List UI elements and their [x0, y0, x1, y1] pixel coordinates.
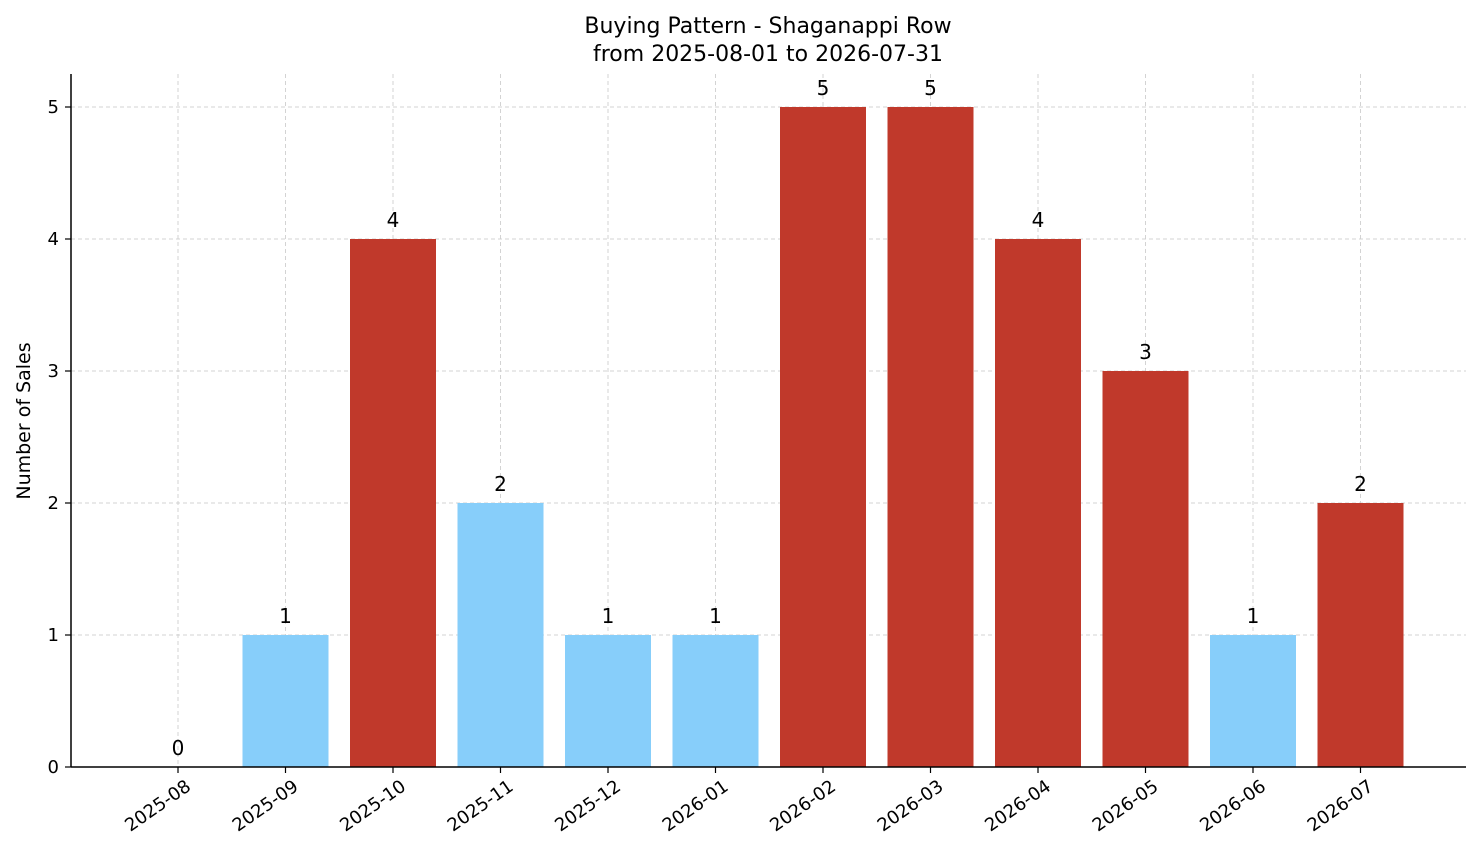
bar-value-label: 2: [1354, 472, 1367, 496]
x-tick-label: 2025-10: [336, 776, 410, 836]
bars: [242, 107, 1404, 767]
chart-subtitle: from 2025-08-01 to 2026-07-31: [593, 42, 943, 67]
x-tick-label: 2025-11: [444, 776, 518, 836]
bar-value-label: 1: [602, 604, 615, 628]
bar: [350, 239, 436, 767]
bar-value-label: 5: [924, 76, 937, 100]
axes: [65, 74, 1466, 773]
y-tick-label: 1: [48, 625, 59, 646]
x-tick-label: 2026-06: [1196, 776, 1270, 836]
bar: [457, 503, 544, 767]
x-tick-label: 2026-05: [1089, 776, 1163, 836]
chart-title: Buying Pattern - Shaganappi Row: [584, 14, 951, 39]
bar: [887, 107, 974, 767]
x-tick-label: 2026-01: [659, 776, 733, 836]
bar: [1102, 371, 1189, 767]
bar: [242, 635, 329, 767]
bar: [995, 239, 1081, 767]
bar: [672, 635, 759, 767]
bar: [780, 107, 866, 767]
bar: [1210, 635, 1296, 767]
x-tick-label: 2026-02: [766, 776, 840, 836]
x-tick-label: 2025-12: [551, 776, 625, 836]
bar-value-label: 4: [1032, 208, 1045, 232]
y-tick-label: 4: [48, 229, 59, 250]
bar-value-label: 1: [1247, 604, 1260, 628]
bar-value-label: 2: [494, 472, 507, 496]
x-tick-label: 2026-04: [981, 776, 1055, 836]
x-tick-label: 2025-08: [121, 776, 195, 836]
x-tick-label: 2026-03: [874, 776, 948, 836]
bar-value-label: 1: [279, 604, 292, 628]
x-tick-label: 2026-07: [1304, 776, 1378, 836]
bar-value-label: 3: [1139, 340, 1152, 364]
bar-value-label: 1: [709, 604, 722, 628]
y-tick-label: 2: [48, 493, 59, 514]
y-tick-label: 3: [48, 361, 59, 382]
bar-value-label: 4: [387, 208, 400, 232]
bar: [1317, 503, 1404, 767]
y-tick-label: 5: [48, 97, 59, 118]
y-tick-label: 0: [48, 757, 59, 778]
y-axis-label: Number of Sales: [13, 342, 35, 499]
bar: [565, 635, 651, 767]
bar-value-label: 0: [172, 736, 185, 760]
x-tick-label: 2025-09: [229, 776, 303, 836]
bar-value-label: 5: [817, 76, 830, 100]
